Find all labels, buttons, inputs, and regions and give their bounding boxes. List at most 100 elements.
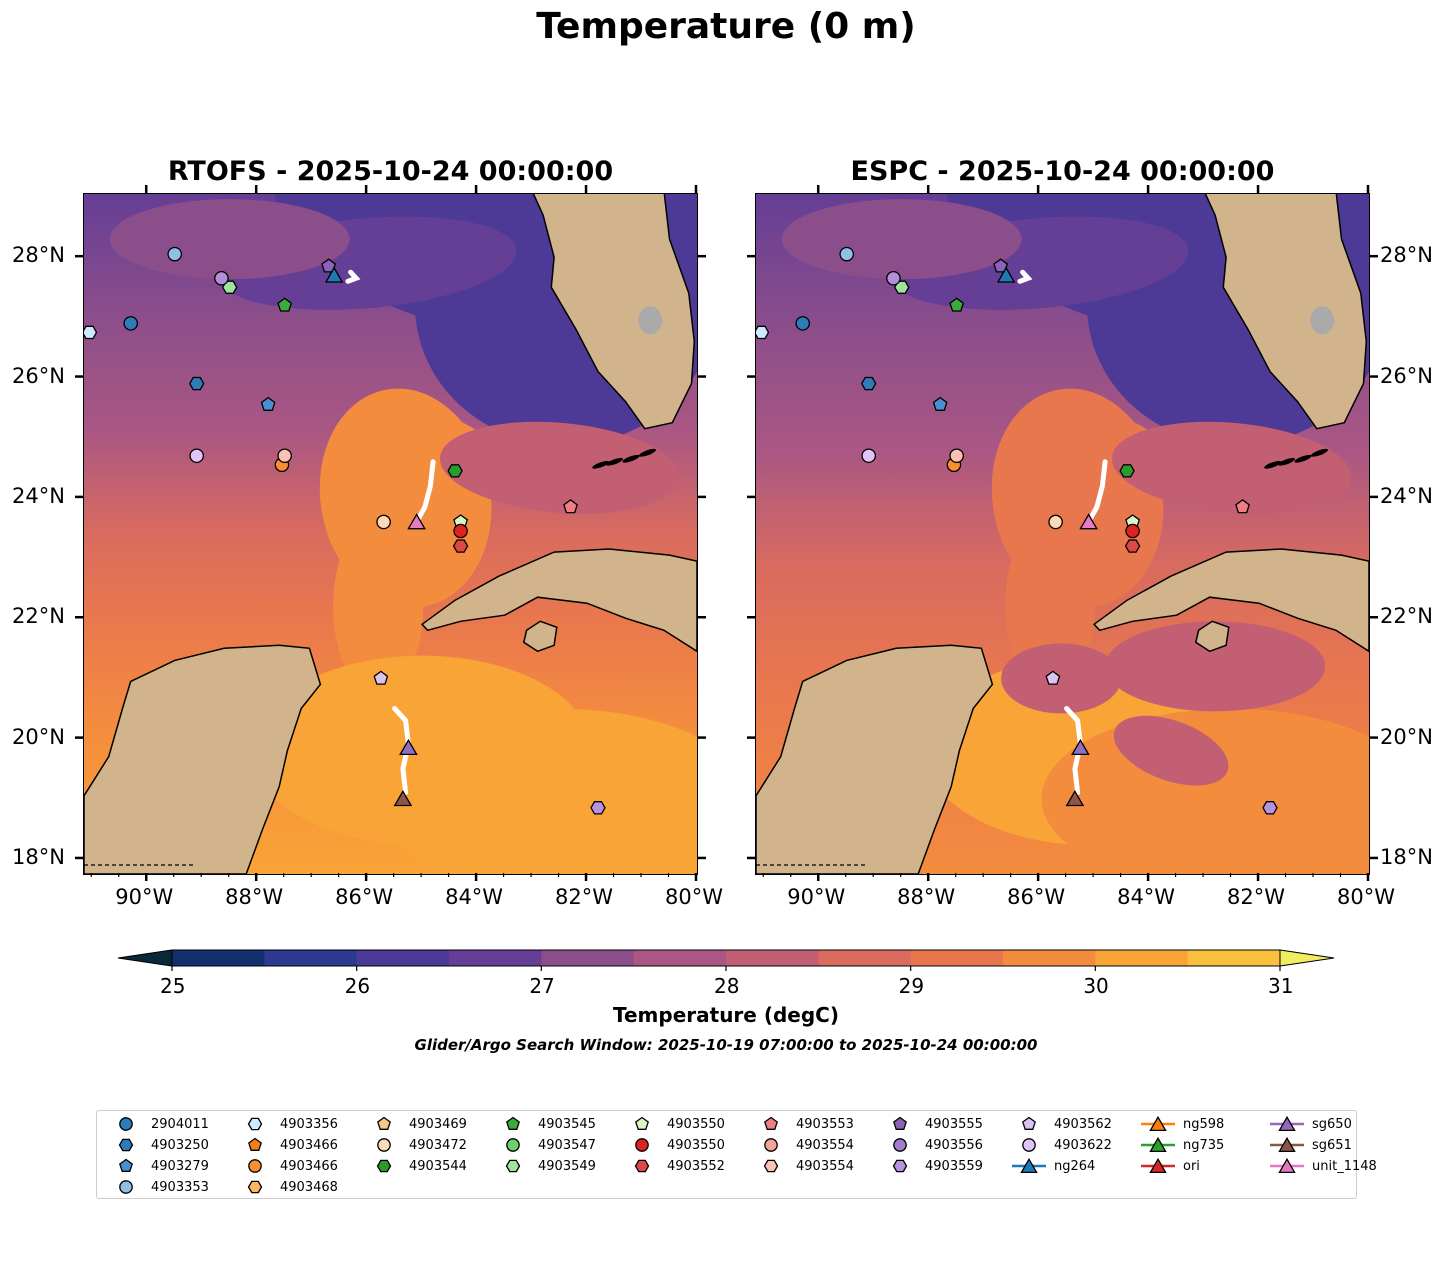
- legend-label: 4903545: [538, 1116, 596, 1132]
- panel-title-rtofs: RTOFS - 2025-10-24 00:00:00: [167, 156, 614, 187]
- colorbar-label: Temperature (degC): [613, 1003, 839, 1027]
- legend-4903552: [634, 1159, 650, 1173]
- lat-tick-label: 20°N: [12, 724, 65, 749]
- lon-tick-label: 86°W: [1007, 885, 1066, 909]
- colorbar-segment: [1095, 950, 1189, 966]
- legend-item: ng735: [1141, 1137, 1224, 1153]
- legend-4903554: [763, 1159, 779, 1173]
- marker-4903250: [188, 376, 205, 391]
- lon-tick-label: 90°W: [787, 885, 846, 909]
- legend-ori: [1149, 1158, 1167, 1174]
- marker-unit_1148: [407, 513, 426, 530]
- marker-2904011: [123, 316, 139, 331]
- legend-4903559: [892, 1159, 908, 1173]
- legend-4903547: [506, 1138, 520, 1152]
- legend-item: 4903552: [625, 1158, 725, 1174]
- land-cuba: [1092, 548, 1369, 653]
- marker-4903622: [189, 448, 205, 464]
- colorbar-tick-label: 27: [529, 974, 555, 998]
- colorbar: [117, 949, 1335, 971]
- lat-tick-label: 22°N: [1380, 604, 1433, 629]
- figure-title: Temperature (0 m): [536, 6, 916, 47]
- legend-item: 4903466: [238, 1158, 338, 1174]
- legend-4903550: [635, 1116, 649, 1130]
- lon-tick-label: 82°W: [1227, 885, 1286, 909]
- legend-label: sg651: [1312, 1137, 1352, 1153]
- legend-label: 4903356: [280, 1116, 338, 1132]
- marker-4903559: [1262, 801, 1278, 815]
- legend-4903622: [1022, 1138, 1036, 1152]
- marker-sg650: [399, 738, 418, 756]
- colorbar-tick-label: 30: [1083, 974, 1109, 998]
- lon-tick-label: 88°W: [897, 885, 956, 909]
- marker-4903562: [1045, 670, 1061, 685]
- legend-marker-icon: [1141, 1137, 1175, 1153]
- legend-marker-icon: [119, 1180, 133, 1194]
- legend-item: 4903553: [754, 1116, 854, 1132]
- legend-marker-icon: [247, 1180, 263, 1194]
- legend-label: 4903550: [667, 1116, 725, 1132]
- lat-tick-label: 26°N: [12, 363, 65, 388]
- legend-4903549: [505, 1159, 521, 1173]
- colorbar-segment: [449, 950, 542, 966]
- colorbar-tick-label: 26: [344, 974, 371, 998]
- legend-4903466: [248, 1137, 262, 1151]
- colorbar-tick-label: 25: [160, 974, 186, 998]
- colorbar-segment: [1003, 950, 1096, 966]
- legend-marker-icon: [893, 1116, 907, 1130]
- legend-marker-icon: [1270, 1158, 1304, 1174]
- lon-tick-label: 88°W: [225, 885, 284, 909]
- marker-4903279: [932, 396, 948, 411]
- lon-tick-label: 84°W: [445, 885, 504, 909]
- map-panel-rtofs: [83, 193, 698, 875]
- float-markers: [84, 246, 606, 815]
- legend-item: 4903545: [496, 1116, 596, 1132]
- marker-4903553: [1235, 499, 1250, 514]
- legend-4903562: [1022, 1116, 1036, 1130]
- legend-marker-icon: [892, 1159, 908, 1173]
- legend-marker-icon: [247, 1117, 263, 1131]
- legend-label: 4903562: [1054, 1116, 1112, 1132]
- legend-4903544: [376, 1159, 392, 1173]
- legend-label: ori: [1183, 1158, 1200, 1174]
- legend-item: 4903356: [238, 1116, 338, 1132]
- legend-ng735: [1149, 1137, 1167, 1153]
- marker-4903545: [277, 297, 293, 312]
- panel-title-espc: ESPC - 2025-10-24 00:00:00: [850, 156, 1275, 187]
- lat-tick-label: 22°N: [12, 604, 65, 629]
- legend-marker-icon: [377, 1138, 391, 1152]
- land-isla_juventud: [1194, 620, 1230, 653]
- marker-unit_1148: [1079, 513, 1098, 530]
- legend-item: sg650: [1270, 1116, 1352, 1132]
- legend-unit_1148: [1278, 1158, 1296, 1174]
- legend-marker-icon: [376, 1159, 392, 1173]
- legend-label: 4903552: [667, 1158, 725, 1174]
- legend-4903353: [119, 1180, 133, 1194]
- legend-item: 4903279: [109, 1158, 209, 1174]
- marker-4903550: [453, 523, 468, 539]
- legend-label: 4903472: [409, 1137, 467, 1153]
- lon-tick-label: 90°W: [115, 885, 174, 909]
- colorbar-segment: [726, 950, 819, 966]
- legend-4903550: [635, 1138, 649, 1152]
- legend-4903555: [893, 1116, 907, 1130]
- marker-4903356: [84, 325, 98, 340]
- colorbar-extend-high: [1279, 949, 1335, 967]
- legend-item: 4903555: [883, 1116, 983, 1132]
- lake-okeechobee: [1310, 306, 1335, 335]
- legend-item: unit_1148: [1270, 1158, 1377, 1174]
- legend-label: unit_1148: [1312, 1158, 1377, 1174]
- marker-4903353: [167, 246, 183, 262]
- lon-tick-label: 86°W: [335, 885, 394, 909]
- legend-marker-icon: [377, 1116, 391, 1130]
- legend-item: 4903353: [109, 1179, 209, 1195]
- land: [756, 194, 1369, 874]
- legend-item: 4903468: [238, 1179, 338, 1195]
- colorbar-segment: [818, 950, 912, 966]
- legend-marker-icon: [1022, 1138, 1036, 1152]
- marker-4903559: [590, 801, 606, 815]
- legend-4903554: [764, 1138, 778, 1152]
- legend-label: 4903547: [538, 1137, 596, 1153]
- legend-4903553: [764, 1116, 778, 1130]
- lat-tick-label: 24°N: [12, 483, 65, 508]
